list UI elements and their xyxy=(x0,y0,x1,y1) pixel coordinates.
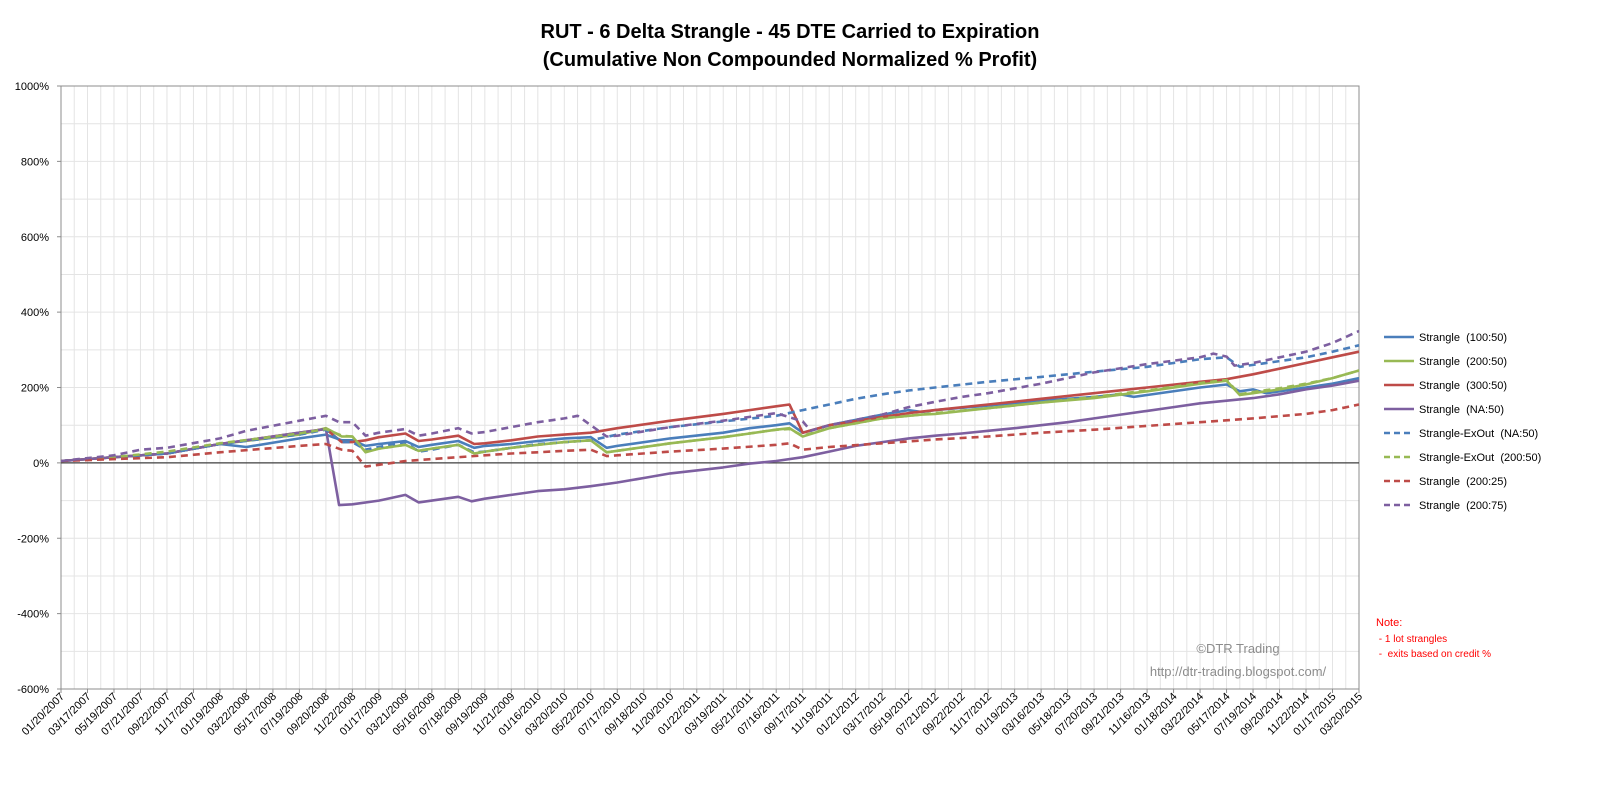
series-line-8 xyxy=(60,329,1360,463)
series-line-6 xyxy=(60,369,1360,463)
y-tick-labels: -600% -400% -200% 0% 200% 400% 600% 800% 1000% xyxy=(15,81,61,696)
y-tick-label: 200% xyxy=(21,383,49,395)
y-tick-label: -200% xyxy=(17,533,49,545)
legend-label: Strangle (200:75) xyxy=(1419,500,1507,512)
series-lines xyxy=(60,329,1360,507)
y-tick-label: -600% xyxy=(17,684,49,696)
y-tick-label: 800% xyxy=(21,156,49,168)
gridlines xyxy=(60,85,1360,690)
y-tick-label: 1000% xyxy=(15,81,49,93)
series-line-4 xyxy=(60,379,1360,507)
chart-title: RUT - 6 Delta Strangle - 45 DTE Carried … xyxy=(541,21,1040,43)
y-tick-label: 600% xyxy=(21,232,49,244)
note-line-2: - exits based on credit % xyxy=(1376,649,1491,660)
legend-label: Strangle (200:25) xyxy=(1419,476,1507,488)
chart-subtitle: (Cumulative Non Compounded Normalized % … xyxy=(543,49,1037,71)
watermark-brand: ©DTR Trading xyxy=(1196,641,1279,656)
legend-label: Strangle (100:50) xyxy=(1419,332,1507,344)
watermark-url: http://dtr-trading.blogspot.com/ xyxy=(1150,664,1327,679)
series-line-3 xyxy=(60,350,1360,463)
y-tick-label: -400% xyxy=(17,609,49,621)
series-line-5 xyxy=(60,344,1360,463)
legend-label: Strangle (NA:50) xyxy=(1419,404,1504,416)
series-line-7 xyxy=(60,403,1360,468)
y-tick-label: 400% xyxy=(21,307,49,319)
note-line-1: - 1 lot strangles xyxy=(1376,634,1447,645)
legend-label: Strangle-ExOut (NA:50) xyxy=(1419,428,1538,440)
note-block: Note: - 1 lot strangles - exits based on… xyxy=(1376,617,1491,660)
note-heading: Note: xyxy=(1376,617,1402,629)
legend-label: Strangle (300:50) xyxy=(1419,380,1507,392)
legend-label: Strangle (200:50) xyxy=(1419,356,1507,368)
y-tick-label: 0% xyxy=(33,458,49,470)
legend-label: Strangle-ExOut (200:50) xyxy=(1419,452,1541,464)
series-line-1 xyxy=(60,376,1360,463)
legend: Strangle (100:50) Strangle (200:50) Strang… xyxy=(1384,332,1541,512)
